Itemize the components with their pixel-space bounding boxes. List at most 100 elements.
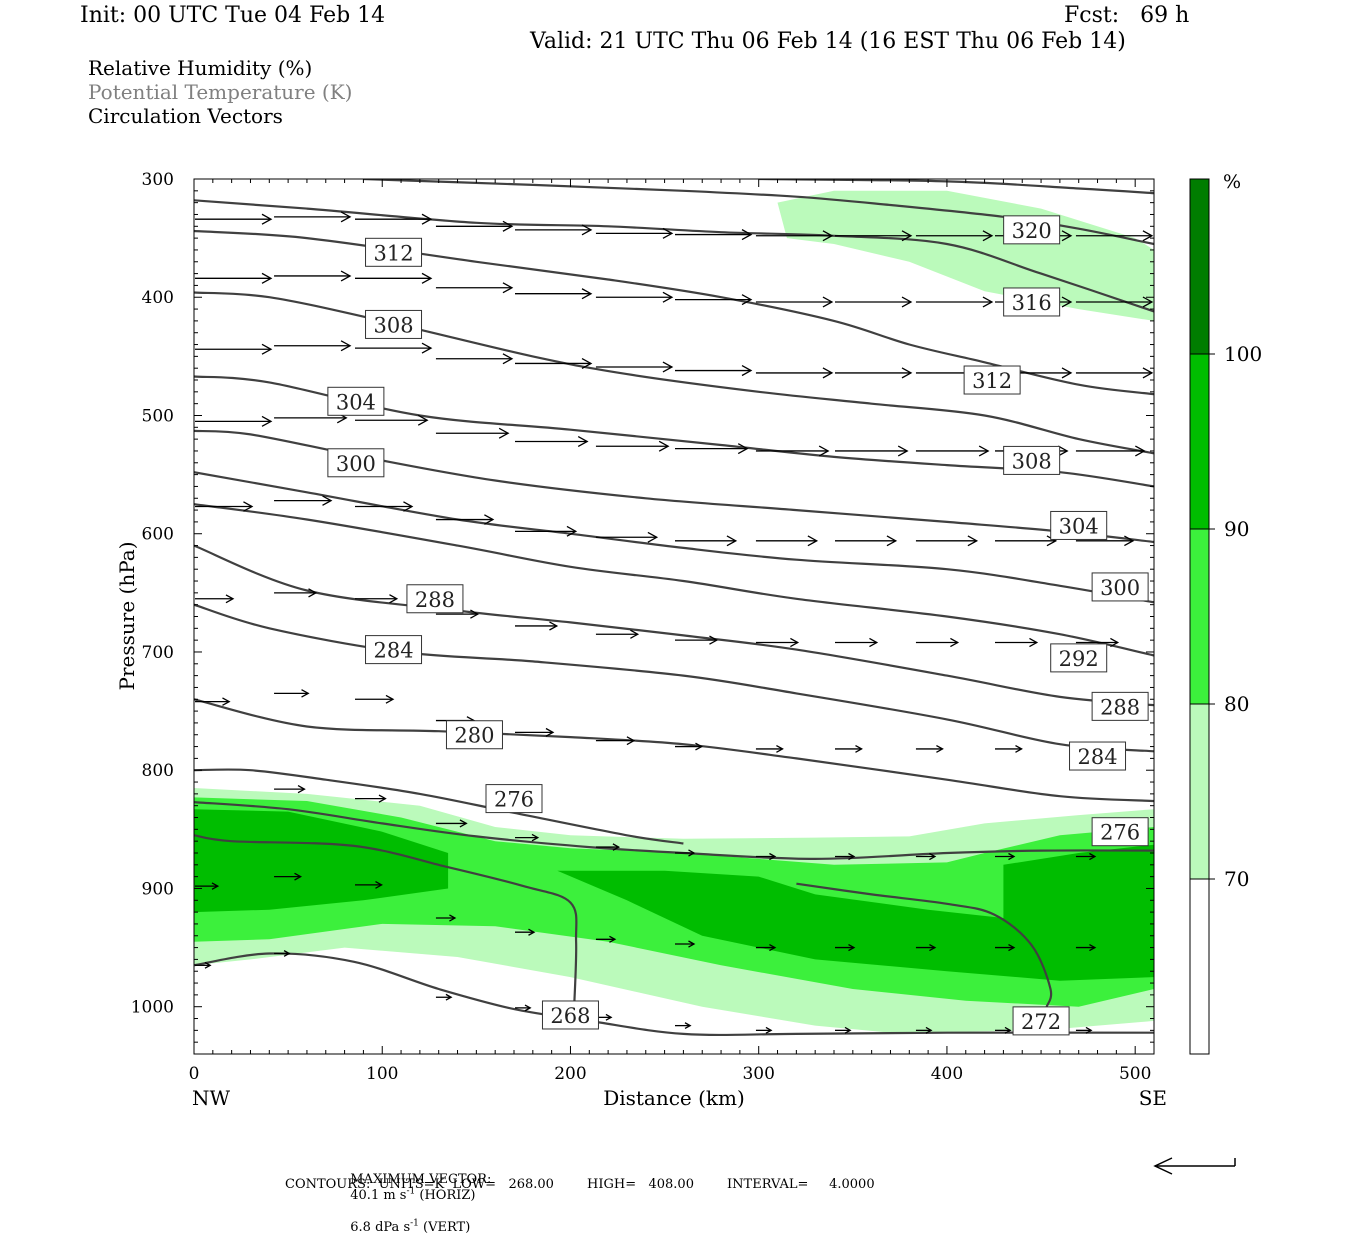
legend-relative-humidity: Relative Humidity (%) <box>88 56 313 80</box>
circulation-vector <box>515 525 578 537</box>
vector-head <box>470 609 480 619</box>
theta-label-320: 320 <box>1003 215 1061 245</box>
circulation-vector <box>195 343 273 355</box>
circulation-vector <box>435 353 514 365</box>
circulation-vector <box>915 744 944 753</box>
x-tick-label: 0 <box>189 1064 200 1084</box>
theta-label-box <box>1069 741 1127 771</box>
circulation-vector <box>595 440 670 452</box>
vector-head <box>261 415 273 427</box>
theta-label-box <box>1003 215 1061 245</box>
vector-head <box>709 635 719 645</box>
theta-contour-292 <box>194 503 1154 657</box>
theta-label-text: 304 <box>336 390 376 414</box>
vector-head <box>340 340 352 352</box>
circulation-vector <box>915 852 937 861</box>
vector-head <box>581 224 593 236</box>
circulation-vector <box>435 609 480 619</box>
circulation-vector <box>355 794 387 803</box>
colorbar-segment <box>1190 179 1209 354</box>
circulation-vector <box>595 361 674 373</box>
circulation-vector <box>515 224 593 236</box>
circulation-vector <box>835 535 898 547</box>
circulation-vector <box>835 367 913 379</box>
vector-head <box>1142 230 1154 242</box>
circulation-vector <box>1075 943 1097 952</box>
theta-label-box <box>365 237 423 267</box>
vector-head <box>630 629 640 639</box>
vector-head <box>688 849 696 857</box>
colorbar-label: 70 <box>1224 867 1249 891</box>
vector-head <box>225 594 235 604</box>
vector-head <box>662 227 674 239</box>
vector-head <box>950 637 960 648</box>
theta-label-text: 312 <box>972 369 1012 393</box>
circulation-vector <box>515 288 593 300</box>
vector-head <box>421 342 433 354</box>
circulation-vector <box>195 501 254 512</box>
theta-label-276: 276 <box>485 784 543 814</box>
circulation-vector <box>515 1004 532 1012</box>
colorbar-segment <box>1190 354 1209 529</box>
vector-head <box>647 531 659 543</box>
vector-head <box>243 501 254 512</box>
vector-head <box>449 914 457 922</box>
vector-head <box>421 213 433 225</box>
circulation-vector <box>995 943 1016 952</box>
circulation-vector <box>195 961 212 969</box>
theta-label-box <box>1091 817 1149 847</box>
theta-label-300: 300 <box>327 448 385 478</box>
vector-head <box>1046 535 1058 547</box>
circulation-vector <box>274 950 291 957</box>
vector-head <box>605 1013 613 1021</box>
circulation-vector <box>755 445 830 457</box>
y-tick-label: 400 <box>142 288 174 308</box>
circulation-vector <box>1075 1026 1093 1034</box>
vector-head <box>1057 445 1069 457</box>
theta-label-text: 320 <box>1012 219 1052 243</box>
vector-head <box>1029 637 1039 648</box>
vector-head <box>726 535 738 547</box>
x-tick-label: 200 <box>554 1064 586 1084</box>
circulation-vector <box>595 843 621 851</box>
colorbar-label: 100 <box>1224 342 1262 366</box>
theta-label-box <box>327 448 385 478</box>
circulation-vector <box>915 943 937 952</box>
x-tick-label: 500 <box>1119 1064 1151 1084</box>
circulation-vector <box>755 1026 773 1034</box>
vector-head <box>459 819 468 828</box>
theta-label-text: 276 <box>1100 821 1140 845</box>
vector-head <box>581 357 593 369</box>
vector-head <box>848 943 856 952</box>
vector-head <box>626 736 636 746</box>
vector-head <box>1124 535 1135 547</box>
circulation-vector <box>755 744 784 753</box>
vector-head <box>869 637 879 648</box>
theta-label-box <box>406 584 464 614</box>
circulation-vector <box>595 935 617 943</box>
vector-head <box>848 852 856 861</box>
theta-label-288: 288 <box>406 584 464 614</box>
circulation-vector <box>835 637 879 648</box>
circulation-vector <box>755 943 777 952</box>
circulation-vector <box>1075 637 1120 648</box>
circulation-vector <box>835 445 909 457</box>
nw-endpoint-label: NW <box>192 1086 231 1110</box>
colorbar-unit: % <box>1223 171 1241 193</box>
circulation-vector <box>435 220 514 232</box>
theta-label-box <box>1050 510 1108 540</box>
axes: 0 100 200 300 400 500 300 400 500 600 700 800 900 100… <box>115 170 1167 1110</box>
circulation-vector <box>274 211 352 223</box>
circulation-vector <box>355 501 414 512</box>
vector-head <box>283 950 291 957</box>
circulation-vector <box>835 230 913 242</box>
theta-label-284: 284 <box>1069 741 1127 771</box>
circulation-vector <box>915 637 960 648</box>
vector-head <box>925 1026 933 1034</box>
circulation-vector <box>675 1022 692 1030</box>
theta-label-268: 268 <box>541 1000 599 1030</box>
circulation-vector <box>995 852 1016 861</box>
vector-head <box>378 794 387 803</box>
circulation-vector <box>675 940 696 948</box>
